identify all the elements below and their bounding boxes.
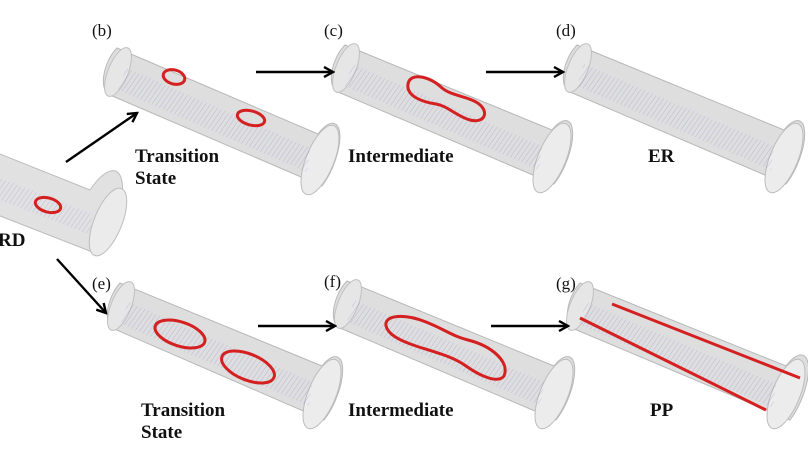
panel-tag-g: (g) — [556, 274, 576, 293]
caption-d: ER — [648, 146, 675, 167]
defect-line-g1 — [579, 316, 767, 412]
caption-b-line2: State — [135, 168, 177, 189]
defect-loop-e1 — [153, 318, 207, 350]
cylinder-panel-f — [332, 279, 576, 430]
arrow-a-to-e — [56, 258, 106, 313]
defect-loop-e2 — [220, 349, 276, 385]
defect-loop-a — [33, 195, 63, 215]
defect-line-g2 — [611, 302, 801, 380]
caption-e-line1: Transition — [141, 400, 226, 421]
caption-c: Intermediate — [348, 146, 454, 167]
panel-tag-f: (f) — [324, 272, 341, 291]
panel-tag-b: (b) — [92, 21, 112, 40]
caption-f: Intermediate — [348, 400, 454, 421]
cylinder-panel-g — [566, 281, 808, 430]
cylinder-panel-b — [102, 47, 341, 196]
cylinder-panel-d — [562, 43, 806, 194]
defect-loop-b1 — [161, 68, 187, 86]
defect-loop-f — [384, 315, 507, 381]
caption-b-line1: Transition — [135, 146, 220, 167]
panel-tag-d: (d) — [556, 21, 576, 40]
cylinder-panel-a — [0, 153, 128, 257]
panel-tag-c: (c) — [324, 21, 343, 40]
cylinder-panel-c — [330, 43, 574, 194]
caption-e: Transition State — [141, 400, 225, 444]
caption-g: PP — [650, 400, 674, 421]
transition-arrows — [56, 72, 568, 326]
defect-loop-b2 — [235, 108, 267, 128]
defect-loop-c — [406, 75, 486, 123]
panel-tag-e: (e) — [92, 274, 111, 293]
cylinder-panel-e — [106, 281, 344, 430]
arrow-a-to-b — [65, 113, 137, 163]
caption-a: RD — [0, 230, 26, 251]
caption-b: Transition State — [135, 146, 219, 190]
caption-e-line2: State — [141, 422, 183, 443]
